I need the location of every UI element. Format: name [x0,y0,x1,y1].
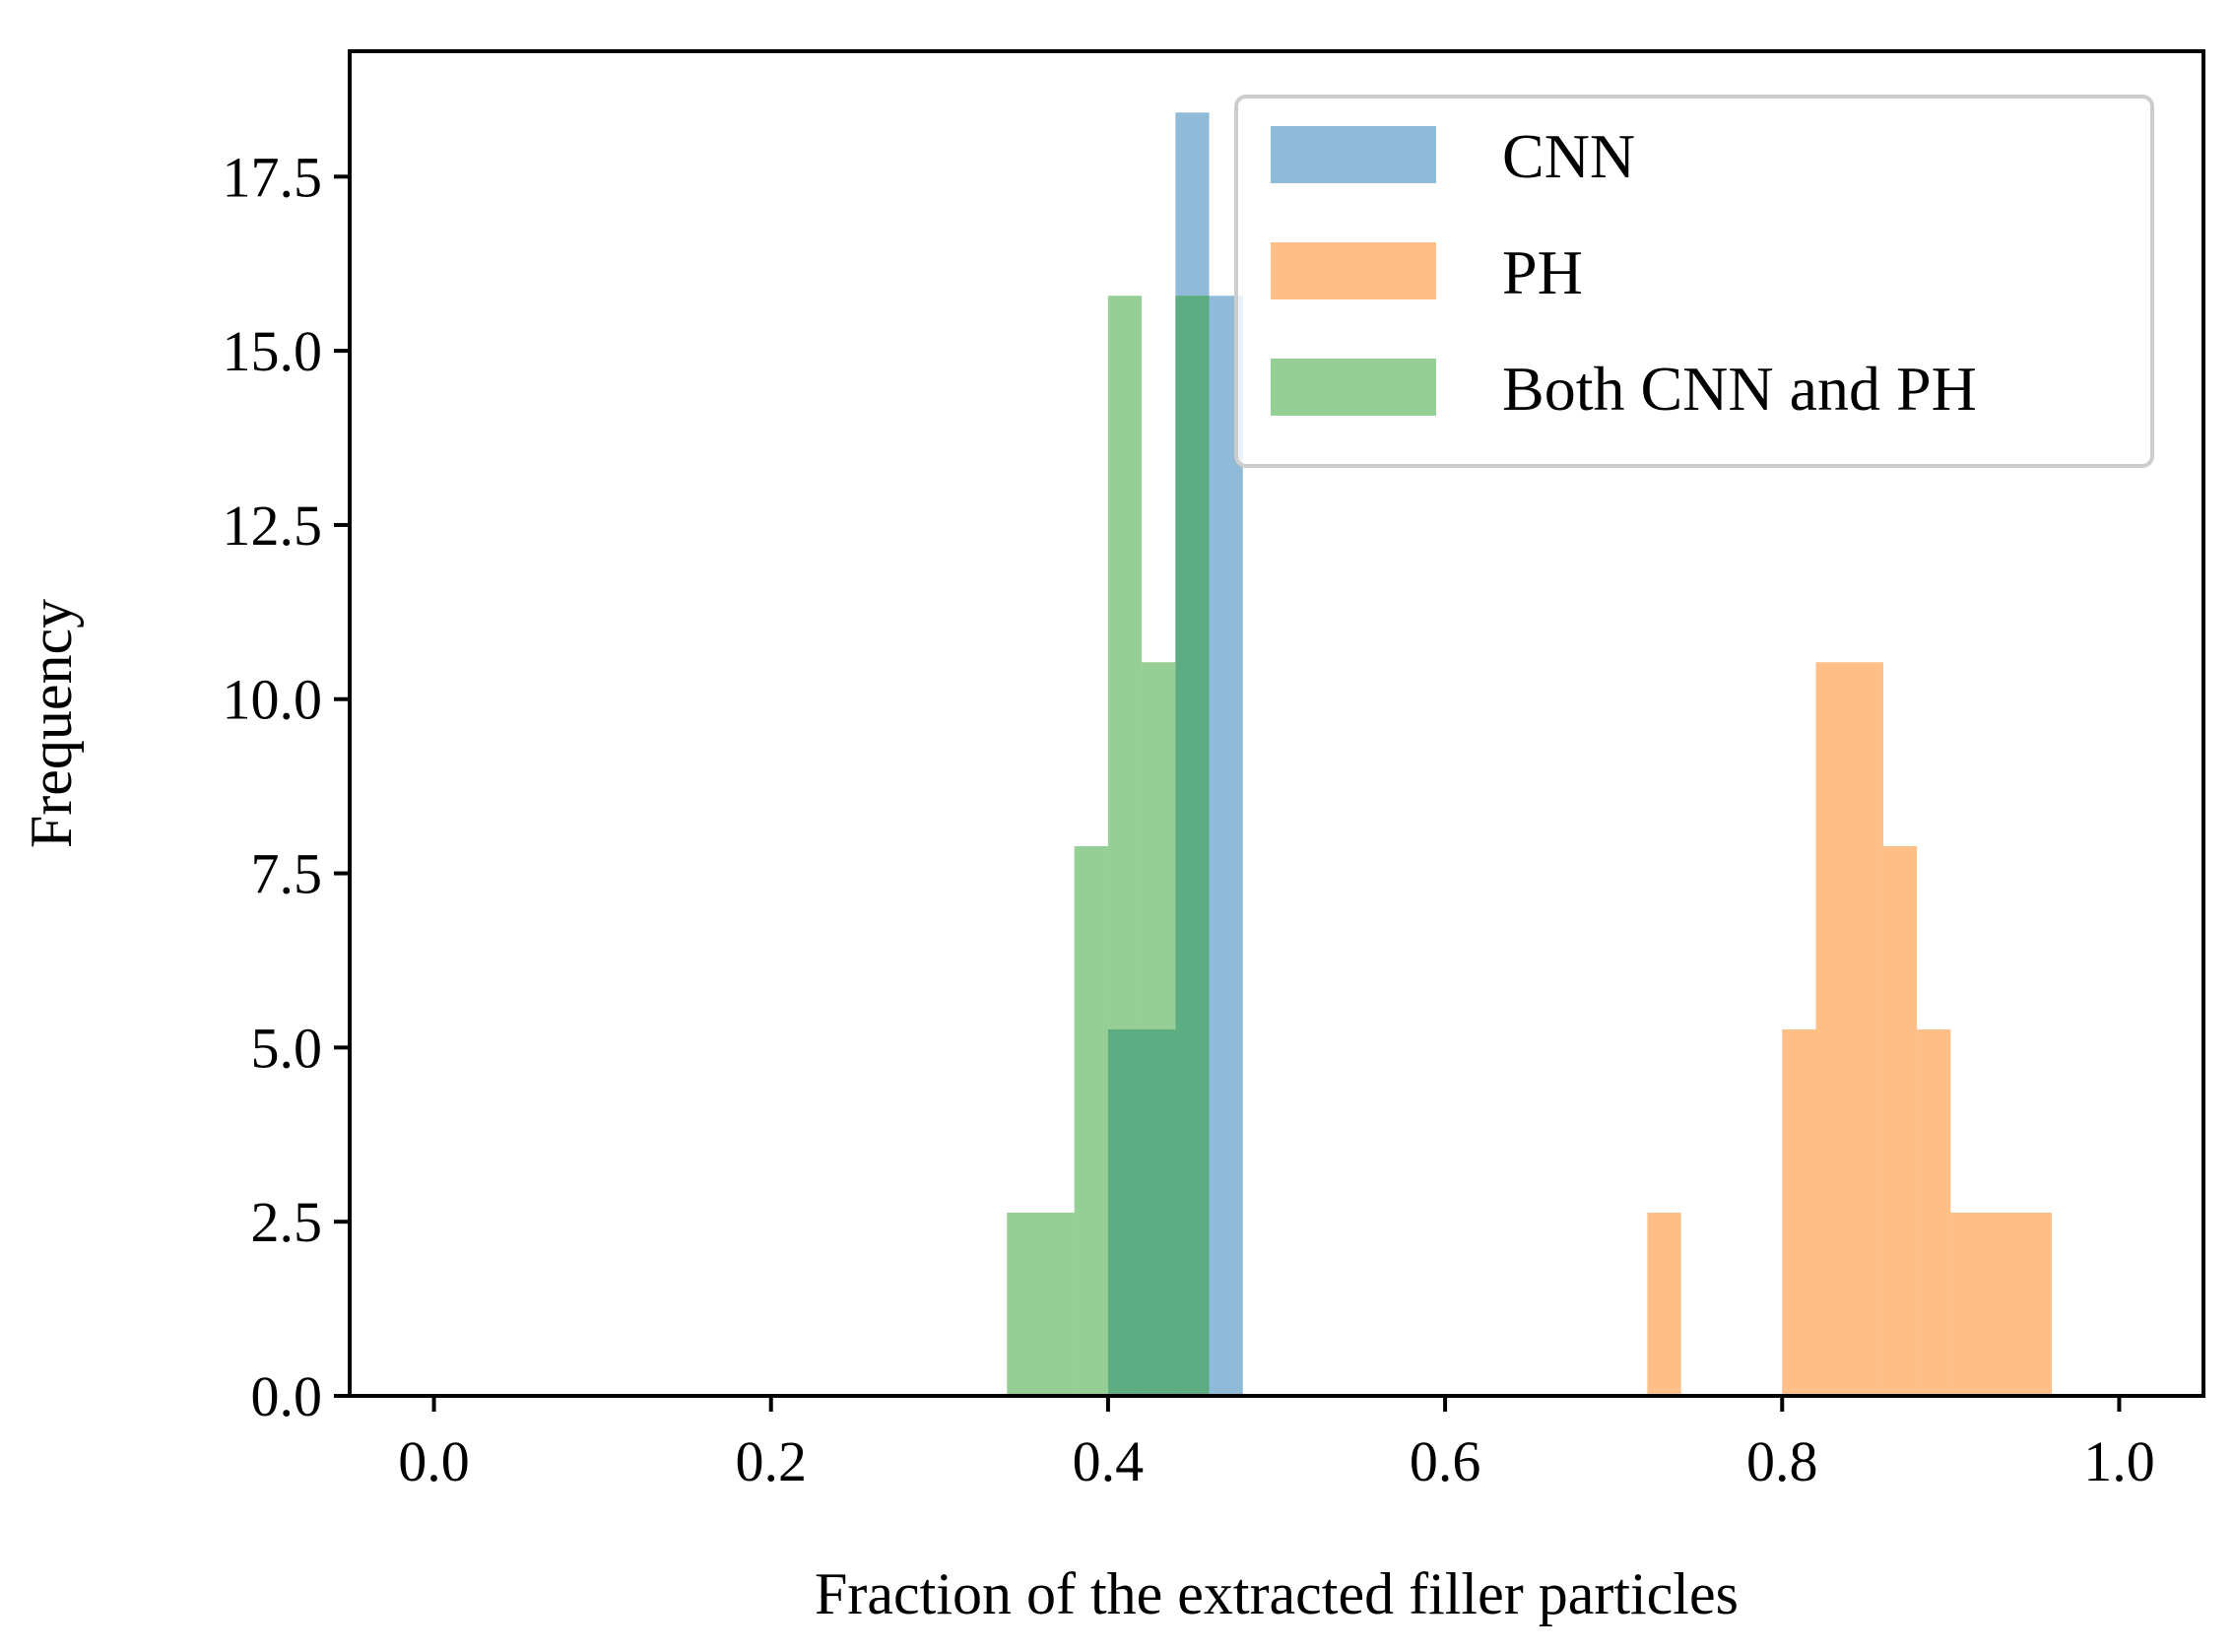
x-tick-label: 0.2 [735,1429,807,1493]
legend-label-ph: PH [1502,237,1583,307]
y-tick-label: 17.5 [223,145,323,209]
legend-swatch-both [1271,359,1436,416]
plot-frame [348,49,2205,1398]
legend-label-both: Both CNN and PH [1502,354,1977,424]
y-tick-label: 10.0 [223,668,323,732]
bar-ph [1815,662,1883,1396]
bar-ph [1647,1212,1681,1396]
legend: CNN PH Both CNN and PH [1234,95,2154,468]
bar-both-cnn-and-ph [1175,296,1210,1397]
x-axis: 0.0 0.2 0.4 0.6 0.8 1.0 [398,1396,2155,1493]
y-axis: 0.0 2.5 5.0 7.5 10.0 12.5 15.0 17.5 [223,145,350,1428]
bar-ph [1782,1028,1816,1396]
x-tick-label: 0.4 [1073,1429,1145,1493]
bar-cnn [1209,296,1243,1397]
bar-both-cnn-and-ph [1074,845,1108,1396]
y-tick-label: 7.5 [251,842,323,906]
legend-swatch-cnn [1271,126,1436,183]
x-axis-label: Fraction of the extracted filler particl… [815,1561,1739,1626]
x-tick-label: 0.8 [1746,1429,1818,1493]
bars-layer [1007,112,2053,1397]
bar-both-cnn-and-ph [1107,296,1143,1397]
y-tick-label: 15.0 [223,319,323,383]
x-tick-label: 0.6 [1410,1429,1481,1493]
legend-box [1234,95,2154,468]
bar-ph [1950,1212,2053,1396]
x-tick-label: 0.0 [398,1429,470,1493]
bar-ph [1917,1028,1951,1396]
bar-ph [1882,845,1918,1396]
y-tick-label: 12.5 [223,494,323,558]
y-tick-label: 0.0 [251,1364,323,1428]
x-tick-label: 1.0 [2083,1429,2155,1493]
legend-label-cnn: CNN [1502,121,1635,191]
legend-swatch-ph [1271,242,1436,299]
bar-both-cnn-and-ph [1007,1212,1075,1396]
y-tick-label: 2.5 [251,1190,323,1254]
y-tick-label: 5.0 [251,1016,323,1080]
y-axis-label: Frequency [19,599,84,848]
bar-both-cnn-and-ph [1142,662,1176,1396]
